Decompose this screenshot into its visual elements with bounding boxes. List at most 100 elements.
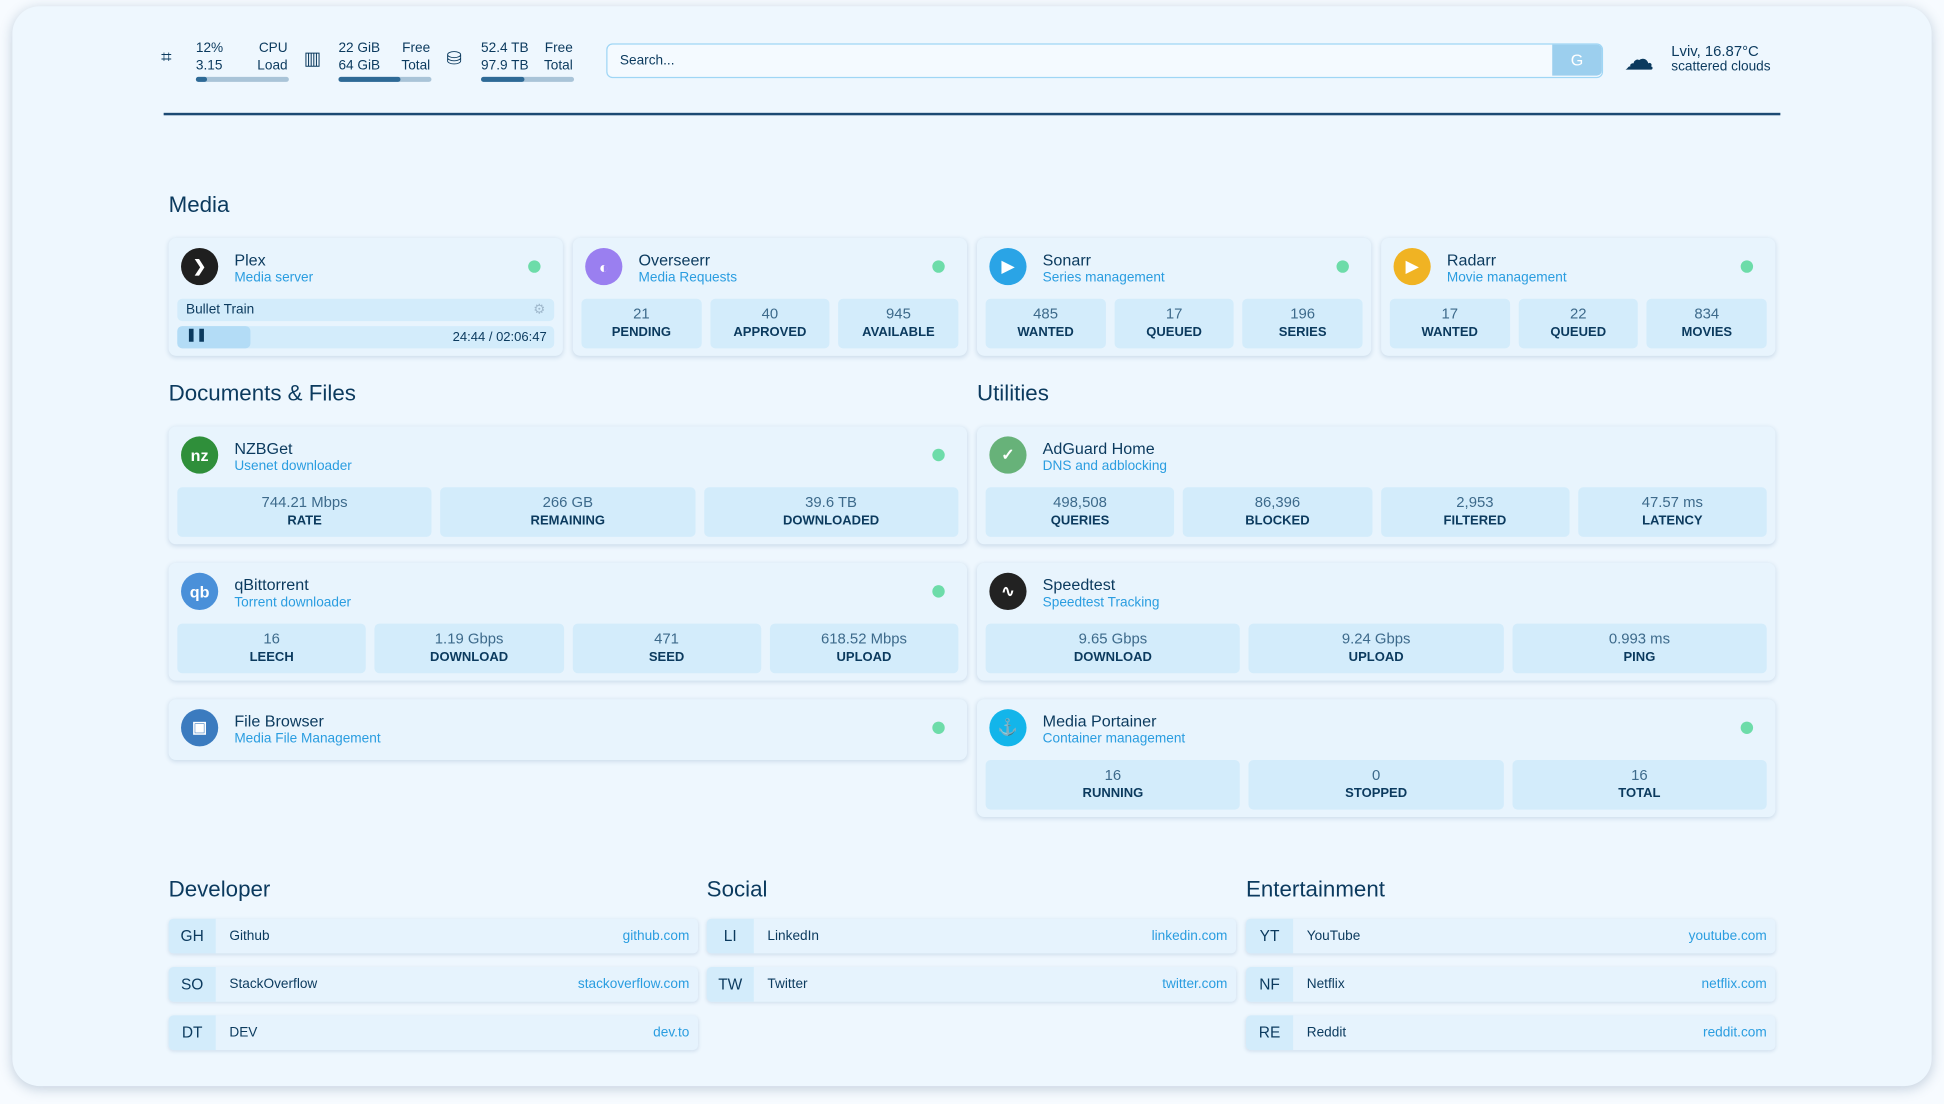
stat-label: STOPPED (1345, 786, 1408, 801)
file-browser-logo-icon: ▣ (181, 709, 219, 747)
service-card-media-portainer[interactable]: ⚓ Media Portainer Container management 16 RU… (976, 699, 1776, 818)
resource-l1: CPU (258, 40, 288, 56)
service-stats: 16 LEECH 1.19 Gbps DOWNLOAD 471 SEED 618.52 Mb… (177, 623, 959, 674)
playback-progress-fill (177, 326, 251, 349)
resource-l2: Total (401, 58, 431, 74)
bookmark-name: Github (229, 928, 270, 944)
stat-label: RATE (287, 513, 322, 529)
weather-location: Lviv, 16.87°C (1671, 42, 1759, 60)
stat-value: 86,396 (1254, 493, 1301, 511)
section-title-developer: Developer (168, 876, 271, 902)
stat-value: 0.993 ms (1608, 629, 1671, 648)
stat-block: 0 STOPPED (1248, 759, 1504, 810)
service-name: Speedtest (1042, 575, 1116, 594)
service-card-radarr[interactable]: ▶ Radarr Movie management 17 WANTED 22 QUEUED 8… (1381, 238, 1776, 356)
bookmark-url[interactable]: reddit.com (1703, 1025, 1767, 1041)
settings-icon[interactable]: ⚙ (533, 302, 546, 318)
bookmark-url[interactable]: github.com (622, 928, 690, 944)
resource-v1: 12% (195, 40, 224, 56)
stat-label: SEED (648, 649, 685, 665)
bookmark-abbr: LI (706, 918, 754, 954)
bookmark-url[interactable]: linkedin.com (1151, 928, 1228, 944)
status-indicator (528, 260, 541, 273)
search-input[interactable]: Search... G (606, 43, 1604, 79)
service-name: Sonarr (1042, 250, 1092, 270)
status-indicator (1336, 260, 1349, 273)
bookmark-url[interactable]: netflix.com (1701, 976, 1767, 992)
stat-label: RUNNING (1082, 786, 1144, 801)
playback-progress[interactable]: ❚❚ 24:44 / 02:06:47 (177, 326, 555, 349)
bookmark-url[interactable]: twitter.com (1162, 976, 1228, 992)
resource-v2: 97.9 TB (481, 58, 529, 74)
adguard-home-logo-icon: ✓ (989, 436, 1027, 474)
bookmark-reddit[interactable]: RE Reddit reddit.com (1245, 1015, 1776, 1051)
service-description: Series management (1042, 270, 1165, 286)
bookmark-url[interactable]: youtube.com (1688, 928, 1767, 944)
service-card-nzbget[interactable]: nz NZBGet Usenet downloader 744.21 Mbps RATE… (168, 426, 968, 545)
resource-l2: Total (543, 58, 573, 74)
stat-value: 945 (886, 304, 911, 323)
resource-disk: ⛁ 52.4 TB Free 97.9 TB Total (446, 40, 575, 82)
stat-value: 834 (1694, 304, 1720, 323)
stat-value: 47.57 ms (1641, 493, 1703, 511)
bookmark-url[interactable]: dev.to (653, 1025, 690, 1041)
stat-label: LATENCY (1642, 513, 1703, 529)
stat-block: 16 RUNNING (985, 759, 1241, 810)
radarr-logo-icon: ▶ (1393, 247, 1431, 286)
resource-l1: Free (402, 40, 431, 56)
search-provider-button[interactable]: G (1552, 44, 1602, 76)
stat-block: 1.19 Gbps DOWNLOAD (374, 623, 564, 674)
stat-label: QUEUED (1146, 324, 1202, 340)
service-card-qbittorrent[interactable]: qb qBittorrent Torrent downloader 16 LEECH 1.… (168, 562, 968, 681)
overseerr-logo-icon: ◐ (585, 247, 623, 286)
service-card-plex[interactable]: ❯ Plex Media server Bullet Train ⚙ ❚❚ 24:44 / … (168, 238, 563, 356)
service-card-adguard-home[interactable]: ✓ AdGuard Home DNS and adblocking 498,508 QU… (976, 426, 1776, 545)
stat-block: 17 QUEUED (1114, 298, 1235, 349)
stat-label: MOVIES (1681, 324, 1733, 340)
stat-value: 485 (1033, 304, 1058, 323)
service-card-overseerr[interactable]: ◐ Overseerr Media Requests 21 PENDING 40 APPRO… (572, 238, 968, 356)
service-description: Media File Management (234, 731, 381, 747)
service-card-speedtest[interactable]: ∿ Speedtest Speedtest Tracking 9.65 Gbps DOW… (976, 562, 1776, 681)
resource-v2: 64 GiB (338, 58, 381, 74)
bookmark-netflix[interactable]: NF Netflix netflix.com (1245, 967, 1776, 1002)
stat-block: 2,953 FILTERED (1380, 487, 1570, 537)
bookmark-url[interactable]: stackoverflow.com (577, 976, 690, 992)
service-card-file-browser[interactable]: ▣ File Browser Media File Management (168, 699, 968, 760)
weather-widget: ☁ Lviv, 16.87°C scattered clouds (1624, 42, 1770, 78)
resource-v1: 52.4 TB (481, 40, 529, 56)
pause-icon[interactable]: ❚❚ (185, 328, 207, 343)
bookmark-name: StackOverflow (229, 976, 318, 992)
bookmark-github[interactable]: GH Github github.com (168, 918, 699, 954)
bookmark-dev[interactable]: DT DEV dev.to (168, 1015, 699, 1051)
stat-value: 2,953 (1456, 493, 1494, 511)
bookmark-stackoverflow[interactable]: SO StackOverflow stackoverflow.com (168, 967, 699, 1002)
resource-l1: Free (544, 40, 573, 56)
stat-block: 0.993 ms PING (1512, 623, 1767, 674)
stat-value: 9.65 Gbps (1078, 629, 1148, 648)
stat-block: 744.21 Mbps RATE (177, 487, 432, 537)
stat-block: 9.65 Gbps DOWNLOAD (985, 623, 1241, 674)
service-card-sonarr[interactable]: ▶ Sonarr Series management 485 WANTED 17 QUEUE… (976, 238, 1372, 356)
bookmark-name: Netflix (1306, 976, 1345, 992)
header-divider (163, 112, 1781, 116)
bookmark-linkedin[interactable]: LI LinkedIn linkedin.com (706, 918, 1237, 954)
bookmark-youtube[interactable]: YT YouTube youtube.com (1245, 918, 1776, 954)
service-description: Media Requests (638, 270, 738, 286)
disk-icon: ⛁ (446, 48, 462, 70)
stat-value: 17 (1165, 304, 1183, 323)
service-name: qBittorrent (234, 575, 309, 594)
stat-label: LEECH (249, 649, 294, 665)
stat-label: TOTAL (1618, 786, 1661, 801)
stat-value: 498,508 (1053, 493, 1107, 511)
bookmark-abbr: DT (168, 1015, 216, 1051)
status-indicator (932, 260, 945, 273)
service-stats: 9.65 Gbps DOWNLOAD 9.24 Gbps UPLOAD 0.993 ms… (985, 623, 1767, 674)
stat-label: QUEUED (1550, 324, 1607, 340)
service-stats: 744.21 Mbps RATE 266 GB REMAINING 39.6 TB DOW… (177, 487, 959, 537)
bookmark-name: Reddit (1306, 1025, 1347, 1041)
bookmark-twitter[interactable]: TW Twitter twitter.com (706, 967, 1237, 1002)
resource-l2: Load (257, 58, 288, 74)
service-description: Speedtest Tracking (1042, 595, 1160, 610)
weather-condition: scattered clouds (1671, 59, 1771, 75)
